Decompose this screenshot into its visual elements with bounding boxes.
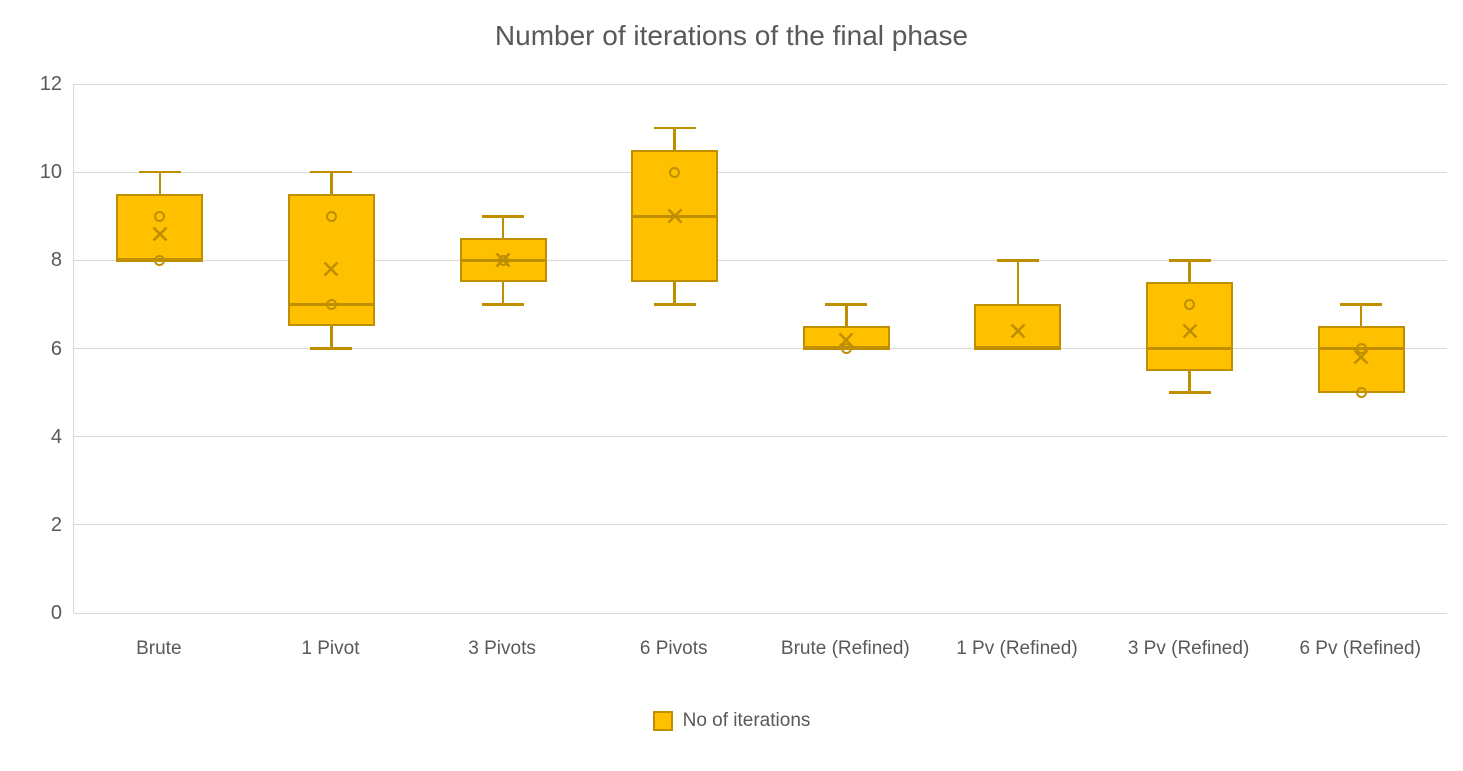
mean-x-icon: [322, 260, 340, 283]
box-group[interactable]: [761, 84, 933, 613]
mean-x-icon: [837, 331, 855, 354]
whisker-stem: [673, 282, 676, 305]
point-marker: [325, 298, 337, 310]
whisker-cap: [482, 303, 525, 306]
mean-x-icon: [1352, 348, 1370, 371]
gridline: [74, 348, 1447, 349]
median-line: [1146, 347, 1234, 350]
point-marker: [497, 254, 509, 266]
whisker-stem: [330, 172, 333, 195]
point-marker: [1184, 298, 1196, 310]
box-group[interactable]: [74, 84, 246, 613]
mean-x-icon: [494, 251, 512, 274]
whisker-cap: [1340, 303, 1383, 306]
gridline: [74, 436, 1447, 438]
whisker-stem: [1359, 304, 1363, 327]
point-marker: [1355, 343, 1367, 354]
plot-area: [73, 83, 1447, 614]
y-tick-label: 4: [50, 425, 62, 448]
y-tick-label: 8: [50, 249, 62, 272]
mean-x-icon: [1009, 322, 1027, 345]
box-group[interactable]: [932, 84, 1104, 613]
category-label: Brute (Refined): [780, 638, 910, 659]
whisker-stem: [673, 128, 676, 151]
whisker-cap: [996, 259, 1039, 262]
y-tick-label: 6: [50, 337, 62, 360]
gridline: [74, 524, 1447, 526]
box: [1146, 282, 1234, 371]
whisker-cap: [825, 303, 868, 306]
whisker-stem: [501, 282, 505, 305]
category-label: 1 Pv (Refined): [956, 638, 1078, 659]
category-label: 1 Pivot: [301, 638, 360, 659]
gridline: [74, 259, 1447, 261]
category-label: 6 Pv (Refined): [1299, 638, 1421, 659]
box: [1317, 326, 1405, 393]
y-tick-label: 12: [39, 73, 62, 95]
mean-x-icon: [151, 225, 169, 248]
whisker-cap: [482, 215, 525, 218]
legend[interactable]: No of iterations: [0, 706, 1463, 736]
whisker-cap: [1168, 259, 1211, 262]
category-label: 3 Pivots: [468, 638, 536, 659]
whisker-cap: [653, 126, 696, 130]
whisker-cap: [653, 303, 696, 306]
whisker-stem: [1188, 260, 1191, 283]
y-tick-label: 0: [50, 602, 62, 624]
legend-label: No of iterations: [682, 710, 811, 731]
whisker-cap: [138, 170, 181, 174]
whisker-cap: [1168, 391, 1211, 394]
gridline: [74, 612, 1447, 614]
whisker-stem: [1016, 260, 1020, 305]
category-label: Brute: [136, 638, 182, 659]
whisker-stem: [330, 326, 333, 349]
median-line: [974, 347, 1062, 350]
whisker-cap: [310, 170, 353, 174]
box-group[interactable]: [417, 84, 589, 613]
box-group[interactable]: [246, 84, 418, 613]
box-group[interactable]: [1275, 84, 1447, 613]
mean-x-icon: [666, 207, 684, 230]
gridline: [74, 83, 1447, 85]
box-group[interactable]: [589, 84, 761, 613]
box-group[interactable]: [1104, 84, 1276, 613]
y-tick-label: 2: [50, 513, 62, 536]
whisker-stem: [158, 172, 162, 195]
category-label: 3 Pv (Refined): [1127, 638, 1250, 659]
point-marker: [840, 343, 852, 354]
mean-x-icon: [1181, 322, 1199, 345]
point-marker: [325, 210, 337, 222]
y-tick-label: 10: [39, 161, 62, 184]
chart-title: Number of iterations of the final phase: [494, 20, 969, 51]
whisker-stem: [1188, 370, 1191, 393]
whisker-cap: [310, 347, 353, 350]
whisker-stem: [501, 216, 505, 239]
gridline: [74, 171, 1447, 173]
point-marker: [1355, 387, 1367, 399]
whisker-stem: [845, 304, 848, 327]
point-marker: [154, 210, 166, 222]
legend-swatch-icon: [652, 711, 673, 731]
point-marker: [669, 166, 681, 178]
point-marker: [154, 254, 166, 266]
category-label: 6 Pivots: [639, 638, 708, 659]
